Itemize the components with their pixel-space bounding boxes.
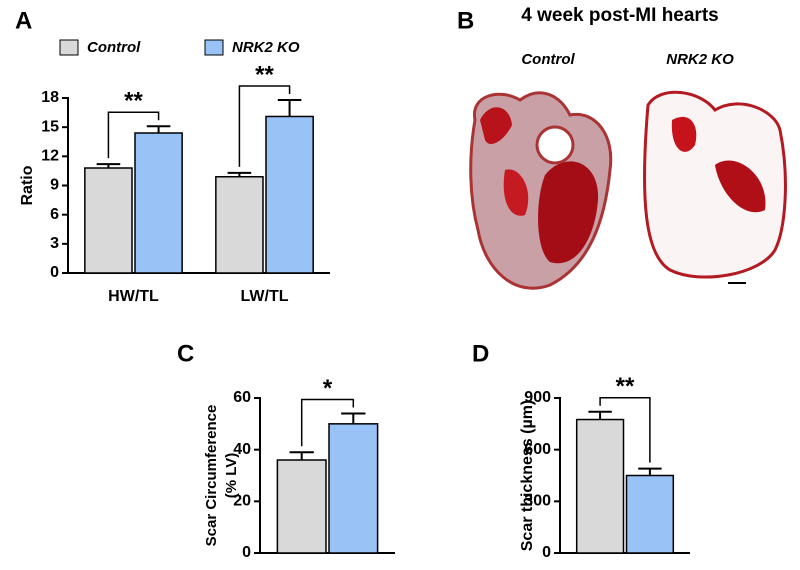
y-axis-label: Scar thickness (µm) xyxy=(519,400,536,552)
bar xyxy=(276,459,327,554)
x-tick-label: LW/TL xyxy=(241,288,289,305)
legend-swatch xyxy=(204,39,224,56)
bar xyxy=(84,167,133,274)
significance-bracket xyxy=(107,111,160,159)
legend-label: NRK2 KO xyxy=(232,39,300,56)
y-tick-label: 0 xyxy=(50,264,59,281)
significance-label: ** xyxy=(255,61,274,88)
panel-label: C xyxy=(177,340,194,367)
bar xyxy=(625,474,675,554)
panel-label: A xyxy=(15,7,32,34)
legend-swatch xyxy=(59,39,79,56)
y-axis-label: (% LV) xyxy=(223,453,240,499)
panel-label: D xyxy=(472,340,489,367)
image-caption: NRK2 KO xyxy=(666,51,734,68)
y-tick-label: 12 xyxy=(41,148,59,165)
y-tick-label: 0 xyxy=(542,544,551,561)
significance-bracket xyxy=(599,397,651,463)
panel-label: B xyxy=(457,7,474,34)
error-bar xyxy=(289,451,314,460)
bar xyxy=(265,115,314,274)
y-tick-label: 18 xyxy=(41,89,59,106)
error-bar xyxy=(96,163,121,168)
bar xyxy=(575,418,625,554)
error-bar xyxy=(227,171,252,177)
y-tick-label: 0 xyxy=(242,544,251,561)
error-bar xyxy=(638,467,662,476)
heart-image xyxy=(469,90,787,290)
significance-bracket xyxy=(300,398,355,447)
error-bar xyxy=(277,98,302,117)
y-axis-label: Ratio xyxy=(19,165,36,205)
y-tick-label: 15 xyxy=(41,118,59,135)
y-tick-label: 900 xyxy=(524,389,551,406)
y-tick-label: 300 xyxy=(524,493,551,510)
x-tick-label: HW/TL xyxy=(108,288,159,305)
bar xyxy=(215,176,264,274)
error-bar xyxy=(341,412,366,424)
y-tick-label: 40 xyxy=(233,441,251,458)
image-caption: Control xyxy=(521,51,575,68)
bar xyxy=(328,423,379,554)
y-tick-label: 9 xyxy=(50,177,59,194)
significance-bracket xyxy=(238,85,291,167)
significance-label: ** xyxy=(616,373,635,400)
bar xyxy=(134,132,183,274)
y-tick-label: 60 xyxy=(233,389,251,406)
y-tick-label: 20 xyxy=(233,493,251,510)
significance-label: ** xyxy=(124,88,143,115)
legend-label: Control xyxy=(87,39,141,56)
image-title: 4 week post-MI hearts xyxy=(521,5,718,26)
y-tick-label: 3 xyxy=(50,235,59,252)
y-axis-label: Scar Circumference xyxy=(203,405,220,547)
significance-label: * xyxy=(323,375,333,402)
error-bar xyxy=(588,410,612,420)
error-bar xyxy=(146,125,171,133)
y-tick-label: 6 xyxy=(50,206,59,223)
y-tick-label: 600 xyxy=(524,441,551,458)
